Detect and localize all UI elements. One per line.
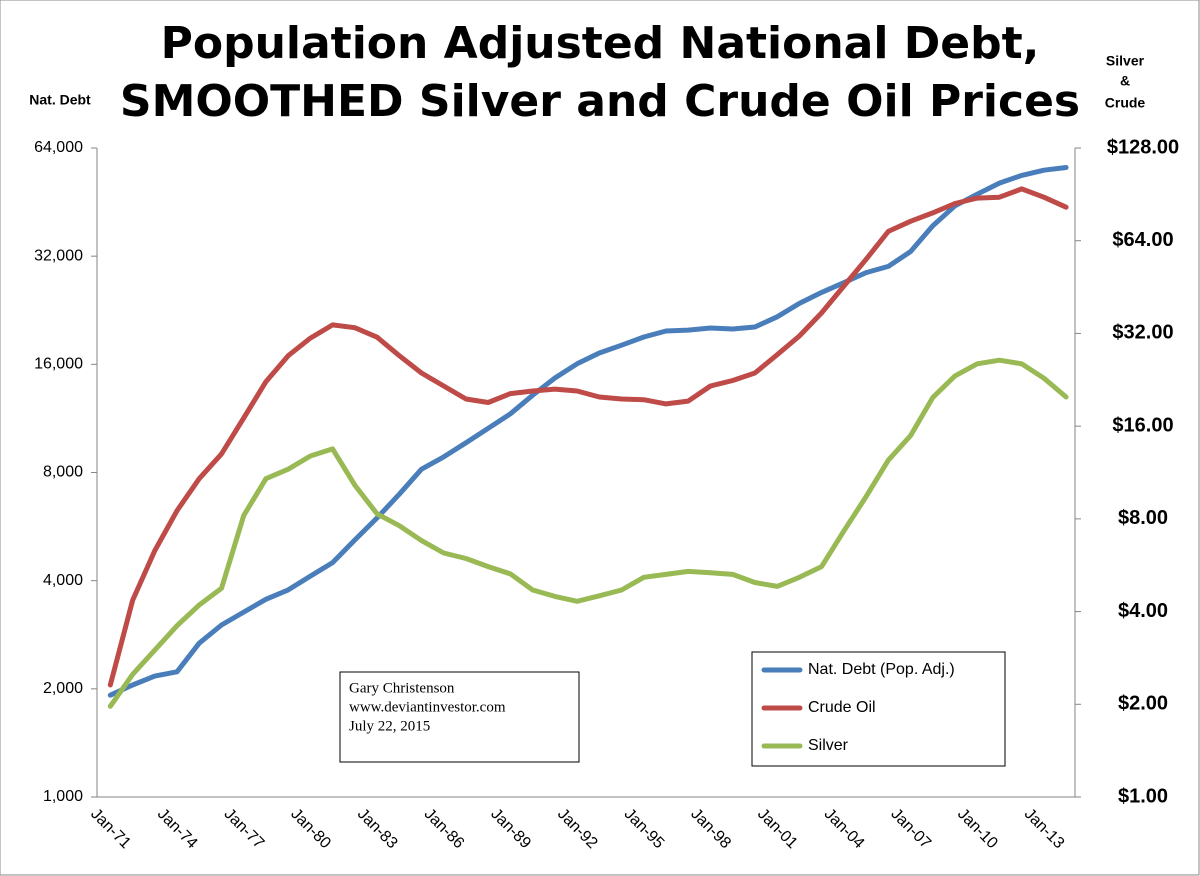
- series-line: [107, 186, 1069, 688]
- y2-tick-label: $1.00: [1118, 785, 1168, 807]
- legend-label: Silver: [808, 737, 849, 754]
- series-line: [107, 165, 1069, 698]
- y2-axis-title: &: [1120, 73, 1130, 89]
- legend-label: Nat. Debt (Pop. Adj.): [808, 661, 955, 678]
- y-tick-label: 1,000: [43, 788, 83, 805]
- series-line: [107, 357, 1069, 709]
- y2-axis-title: Silver: [1106, 53, 1145, 69]
- y2-tick-label: $32.00: [1112, 322, 1173, 344]
- y2-tick-label: $4.00: [1118, 600, 1168, 622]
- y-tick-label: 64,000: [34, 139, 83, 156]
- y-axis-title: Nat. Debt: [29, 92, 91, 108]
- y-tick-label: 4,000: [43, 572, 83, 589]
- y2-tick-label: $8.00: [1118, 507, 1168, 529]
- y2-tick-label: $2.00: [1118, 693, 1168, 715]
- chart-title: SMOOTHED Silver and Crude Oil Prices: [120, 76, 1080, 127]
- annotation-text: Gary Christenson: [349, 680, 455, 696]
- y2-axis-title: Crude: [1105, 95, 1146, 111]
- annotation-box: [339, 671, 580, 763]
- y2-tick-label: $128.00: [1107, 136, 1179, 158]
- annotation-text: www.deviantinvestor.com: [349, 699, 506, 715]
- y-tick-label: 16,000: [34, 356, 83, 373]
- legend-label: Crude Oil: [808, 699, 876, 716]
- chart-title: Population Adjusted National Debt,: [161, 18, 1040, 69]
- y-tick-label: 2,000: [43, 680, 83, 697]
- y2-tick-label: $64.00: [1112, 229, 1173, 251]
- annotation-text: July 22, 2015: [349, 718, 430, 734]
- y-tick-label: 8,000: [43, 464, 83, 481]
- y-tick-label: 32,000: [34, 247, 83, 264]
- y2-tick-label: $16.00: [1112, 414, 1173, 436]
